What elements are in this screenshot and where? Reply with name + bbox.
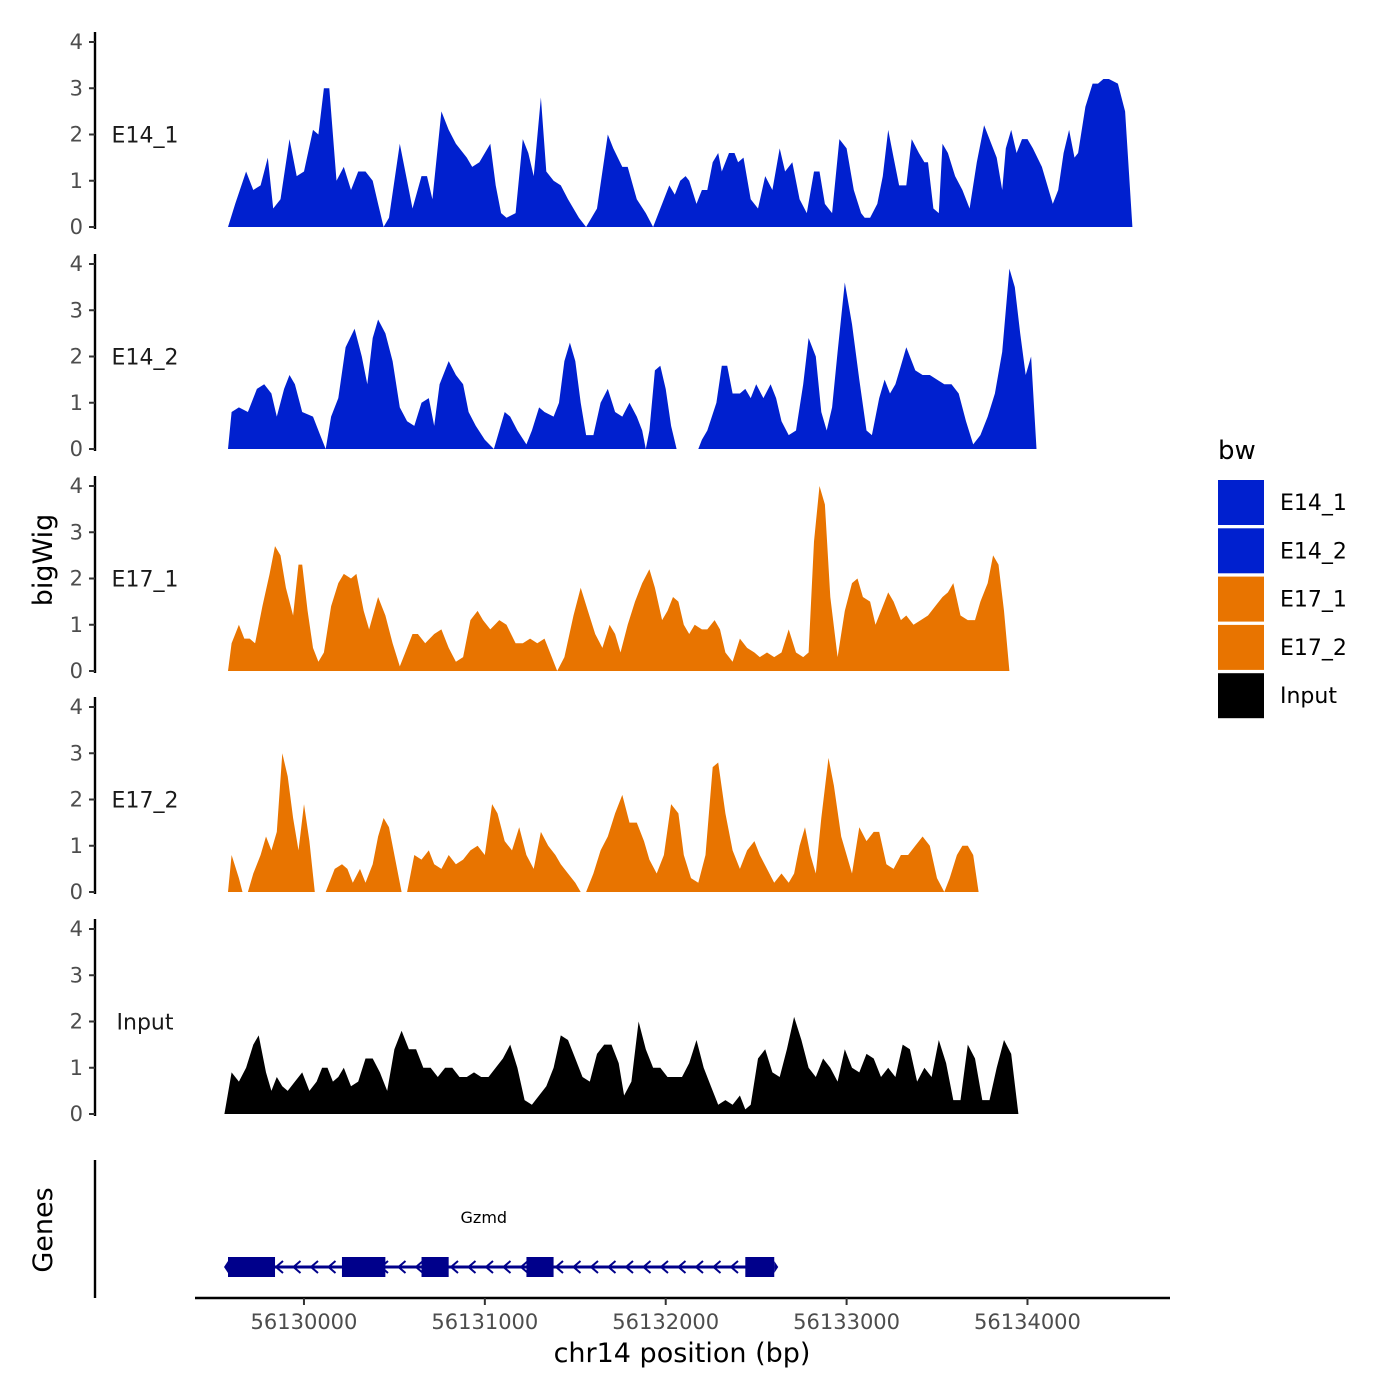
strand-arrow <box>729 1260 739 1274</box>
y-tick-label: 4 <box>70 30 83 54</box>
y-tick-label: 4 <box>70 474 83 498</box>
strand-arrow <box>326 1260 337 1274</box>
y-tick-label: 1 <box>70 1056 83 1080</box>
y-tick-label: 1 <box>70 613 83 637</box>
y-tick-label: 1 <box>70 391 83 415</box>
y-tick-label: 3 <box>70 741 83 765</box>
strand-arrow <box>484 1260 494 1274</box>
track-label: E17_1 <box>112 568 179 593</box>
legend: bw E14_1 E14_2 E17_1 E17_2 Input <box>1218 436 1347 719</box>
genes-axis-title: Genes <box>28 1187 59 1272</box>
y-tick-label: 1 <box>70 834 83 858</box>
strand-arrow <box>624 1260 634 1274</box>
strand-arrow <box>449 1260 459 1274</box>
legend-label: E14_2 <box>1280 539 1347 564</box>
y-tick-label: 4 <box>70 917 83 941</box>
track-e17_1: 0 1 2 3 4 E17_1 <box>70 474 1015 683</box>
strand-arrow <box>589 1260 599 1274</box>
strand-arrow <box>501 1260 512 1274</box>
strand-arrow <box>466 1260 477 1274</box>
genes-panel: Gzmd <box>93 1160 779 1298</box>
y-tick-label: 3 <box>70 76 83 100</box>
strand-arrow <box>554 1260 564 1274</box>
y-tick-label: 4 <box>70 252 83 276</box>
y-tick-label: 3 <box>70 520 83 544</box>
coverage-tracks: 0 1 2 3 4 E14_1 0 1 2 3 4 E14_2 0 1 2 3 4 E17_1 0 1 2 3 4 E17_2… <box>70 30 1136 1126</box>
y-tick-label: 2 <box>70 1010 83 1034</box>
track-e14_1: 0 1 2 3 4 E14_1 <box>70 30 1136 239</box>
gene-exon <box>421 1257 449 1277</box>
gene-cap-left <box>224 1261 228 1273</box>
strand-arrow <box>711 1260 722 1274</box>
y-tick-label: 2 <box>70 123 83 147</box>
legend-label: Input <box>1280 684 1337 709</box>
legend-label: E14_1 <box>1280 491 1347 516</box>
track-label: E14_2 <box>112 346 179 371</box>
strand-arrow <box>309 1260 319 1274</box>
legend-swatch <box>1218 673 1264 719</box>
legend-swatch <box>1218 576 1264 622</box>
legend-label: E17_2 <box>1280 636 1347 661</box>
x-tick-label: 56130000 <box>251 1310 358 1334</box>
strand-arrow <box>606 1260 617 1274</box>
coverage-area-e17_2 <box>228 753 985 892</box>
x-tick-label: 56134000 <box>974 1310 1081 1334</box>
y-tick-label: 0 <box>70 215 83 239</box>
y-tick-label: 0 <box>70 1102 83 1126</box>
strand-arrow <box>676 1260 687 1274</box>
y-tick-label: 0 <box>70 880 83 904</box>
x-axis: 56130000 56131000 56132000 56133000 56134000 <box>195 1296 1170 1334</box>
y-tick-label: 2 <box>70 567 83 591</box>
gene-exon <box>341 1257 386 1277</box>
strand-arrow <box>414 1260 424 1274</box>
strand-arrow <box>659 1260 669 1274</box>
coverage-area-e17_1 <box>228 486 1015 671</box>
y-tick-label: 3 <box>70 298 83 322</box>
x-tick-label: 56132000 <box>612 1310 719 1334</box>
x-tick-label: 56131000 <box>431 1310 538 1334</box>
gene-exon <box>526 1257 554 1277</box>
strand-arrow <box>291 1260 302 1274</box>
track-label: E17_2 <box>112 789 179 814</box>
track-label: E14_1 <box>112 124 179 149</box>
strand-arrow <box>694 1260 704 1274</box>
track-e17_2: 0 1 2 3 4 E17_2 <box>70 695 985 904</box>
strand-arrow <box>641 1260 652 1274</box>
x-tick-label: 56133000 <box>793 1310 900 1334</box>
y-tick-label: 3 <box>70 963 83 987</box>
track-label: Input <box>117 1011 174 1036</box>
gene-exon <box>228 1257 276 1277</box>
y-tick-label: 1 <box>70 169 83 193</box>
strand-arrow <box>519 1260 529 1274</box>
legend-swatch <box>1218 528 1264 574</box>
x-axis-title: chr14 position (bp) <box>554 1338 811 1369</box>
legend-swatch <box>1218 624 1264 670</box>
coverage-area-e14_2 <box>228 268 1042 449</box>
coverage-area-e14_1 <box>228 79 1136 227</box>
y-tick-label: 4 <box>70 695 83 719</box>
y-tick-label: 0 <box>70 659 83 683</box>
legend-title: bw <box>1218 436 1256 466</box>
track-e14_2: 0 1 2 3 4 E14_2 <box>70 252 1042 461</box>
coverage-area-input <box>224 1016 1019 1114</box>
gene-name-label: Gzmd <box>461 1208 508 1227</box>
track-input: 0 1 2 3 4 Input <box>70 917 1019 1126</box>
strand-arrow <box>571 1260 582 1274</box>
legend-swatch <box>1218 480 1264 525</box>
gene-exon <box>745 1257 775 1277</box>
legend-label: E17_1 <box>1280 588 1347 613</box>
y-tick-label: 2 <box>70 788 83 812</box>
strand-arrow <box>274 1260 284 1274</box>
gene-cap-right <box>774 1261 779 1273</box>
y-axis-title: bigWig <box>28 514 59 607</box>
y-tick-label: 2 <box>70 345 83 369</box>
y-tick-label: 0 <box>70 437 83 461</box>
strand-arrow <box>396 1260 407 1274</box>
